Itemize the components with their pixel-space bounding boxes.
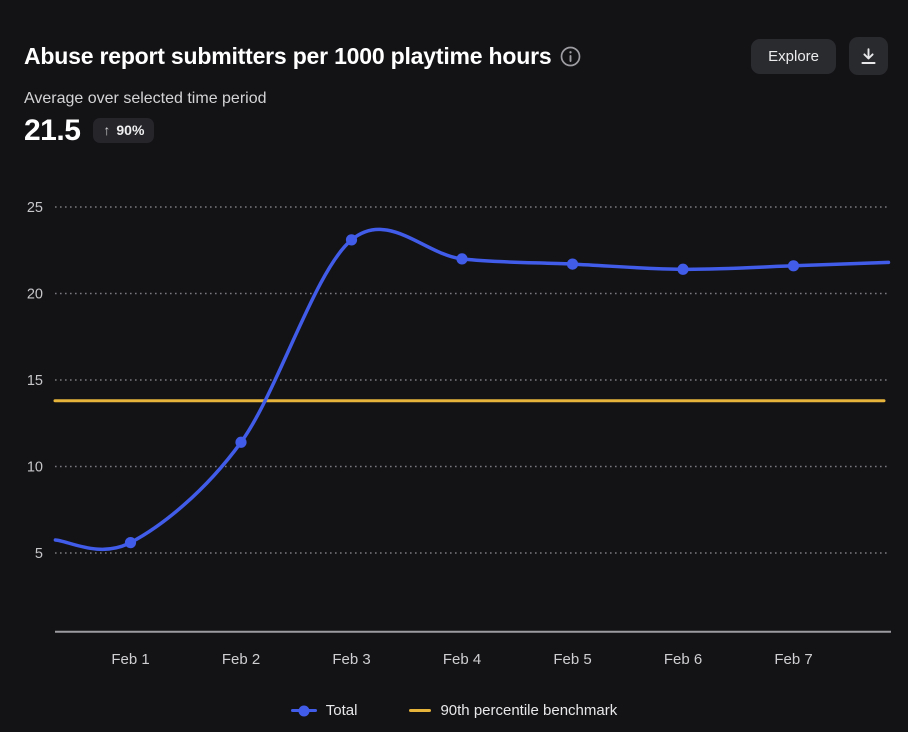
legend-marker-benchmark bbox=[409, 709, 432, 712]
x-tick-label: Feb 7 bbox=[774, 651, 812, 668]
arrow-up-icon: ↑ bbox=[103, 122, 111, 138]
y-tick-label: 20 bbox=[27, 287, 43, 303]
card-header: Abuse report submitters per 1000 playtim… bbox=[24, 36, 888, 76]
x-tick-label: Feb 4 bbox=[443, 651, 481, 668]
x-tick-label: Feb 3 bbox=[332, 651, 370, 668]
legend-marker-total bbox=[290, 705, 317, 716]
legend-item-benchmark[interactable]: 90th percentile benchmark bbox=[409, 702, 617, 719]
data-point-feb-1[interactable] bbox=[124, 537, 137, 549]
legend-label: 90th percentile benchmark bbox=[440, 702, 618, 719]
x-tick-label: Feb 5 bbox=[553, 651, 591, 668]
series-line-total bbox=[53, 227, 891, 552]
delta-value: 90% bbox=[116, 122, 145, 138]
summary-value: 21.5 bbox=[24, 113, 81, 147]
line-chart: 5 10 15 20 25 Feb 1 Feb 2 Feb 3 Feb 4 Feb 5 Feb 6 F… bbox=[27, 200, 891, 668]
download-button[interactable] bbox=[849, 37, 888, 75]
explore-button[interactable]: Explore bbox=[751, 38, 836, 74]
x-tick-label: Feb 2 bbox=[222, 651, 260, 668]
page-title: Abuse report submitters per 1000 playtim… bbox=[24, 42, 552, 69]
y-tick-label: 25 bbox=[27, 200, 43, 216]
data-point-feb-5[interactable] bbox=[566, 258, 579, 270]
y-tick-label: 5 bbox=[35, 546, 43, 562]
y-tick-label: 15 bbox=[27, 373, 43, 389]
summary-stat-row: 21.5 ↑ 90% bbox=[24, 113, 155, 147]
chart-legend: Total 90th percentile benchmark bbox=[0, 702, 908, 719]
legend-item-total[interactable]: Total bbox=[290, 702, 358, 719]
summary-label: Average over selected time period bbox=[24, 90, 267, 107]
data-point-feb-3[interactable] bbox=[345, 234, 358, 246]
data-point-feb-7[interactable] bbox=[787, 260, 800, 272]
info-icon[interactable] bbox=[560, 46, 581, 67]
data-point-feb-6[interactable] bbox=[677, 263, 689, 275]
x-tick-label: Feb 6 bbox=[664, 651, 702, 668]
download-icon bbox=[859, 47, 878, 66]
data-point-feb-4[interactable] bbox=[456, 253, 468, 265]
legend-label: Total bbox=[325, 702, 358, 719]
x-tick-label: Feb 1 bbox=[111, 651, 149, 668]
y-tick-label: 10 bbox=[27, 460, 43, 476]
data-point-feb-2[interactable] bbox=[235, 436, 247, 448]
delta-badge: ↑ 90% bbox=[93, 118, 155, 143]
